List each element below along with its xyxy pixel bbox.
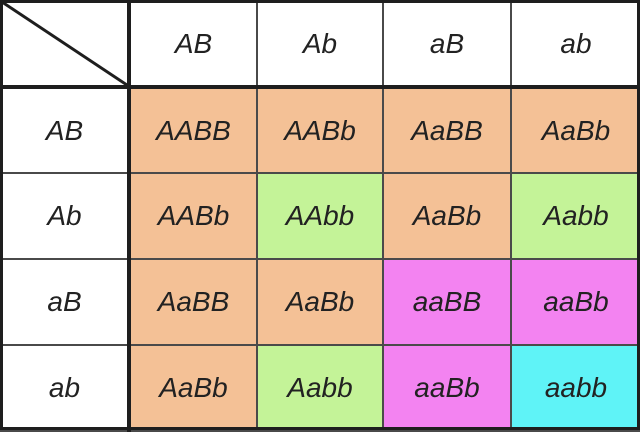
header-row: AB Ab aB ab: [0, 0, 640, 89]
genotype-cell: aabb: [510, 344, 640, 432]
genotype-cell: AABB: [128, 86, 258, 174]
genotype-cell: aaBB: [382, 258, 512, 346]
genotype-cell: aaBb: [510, 258, 640, 346]
genotype-cell: AaBb: [256, 258, 384, 346]
genotype-row: ab AaBb Aabb aaBb aabb: [0, 344, 640, 432]
column-header: Ab: [256, 0, 384, 89]
column-header: AB: [128, 0, 258, 89]
diagonal-divider-icon: [2, 2, 127, 85]
genotype-cell: AABb: [128, 172, 258, 260]
genotype-row: Ab AABb AAbb AaBb Aabb: [0, 172, 640, 260]
genotype-row: aB AaBB AaBb aaBB aaBb: [0, 258, 640, 346]
corner-cell: [0, 0, 131, 89]
row-header: Ab: [0, 172, 131, 260]
genotype-cell: AaBB: [382, 86, 512, 174]
genotype-cell: AaBB: [128, 258, 258, 346]
genotype-cell: AaBb: [510, 86, 640, 174]
row-header: aB: [0, 258, 131, 346]
genotype-row: AB AABB AABb AaBB AaBb: [0, 86, 640, 174]
genotype-cell: Aabb: [510, 172, 640, 260]
genotype-cell: AaBb: [382, 172, 512, 260]
row-header: ab: [0, 344, 131, 432]
column-header: aB: [382, 0, 512, 89]
genotype-cell: AaBb: [128, 344, 258, 432]
genotype-cell: Aabb: [256, 344, 384, 432]
genotype-cell: AABb: [256, 86, 384, 174]
genotype-cell: AAbb: [256, 172, 384, 260]
genotype-cell: aaBb: [382, 344, 512, 432]
row-header: AB: [0, 86, 131, 174]
column-header: ab: [510, 0, 640, 89]
